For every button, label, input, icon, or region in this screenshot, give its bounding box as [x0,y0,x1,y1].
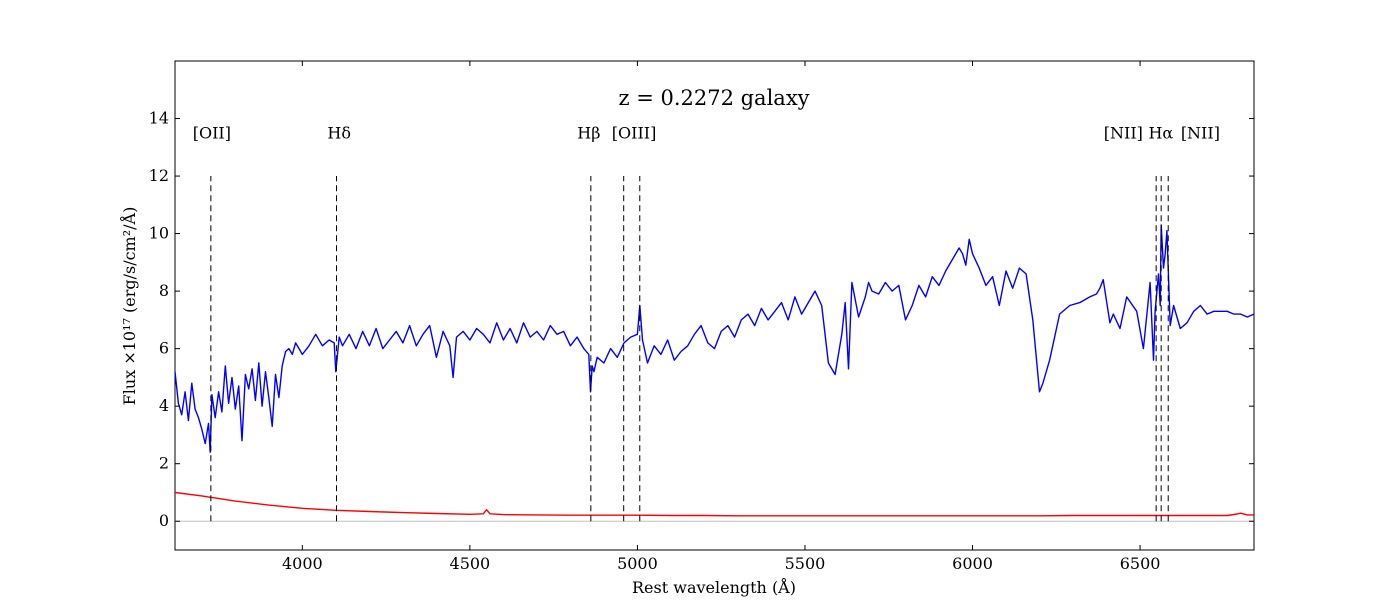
chart-title: z = 0.2272 galaxy [618,86,809,110]
y-tick-label: 2 [159,454,169,473]
y-tick-label: 4 [159,396,169,415]
x-tick-label: 5000 [617,554,658,573]
y-tick-label: 8 [159,281,169,300]
x-tick-label: 6500 [1120,554,1161,573]
emission-line-label: Hδ [327,124,351,143]
series-line-flux [174,224,1255,453]
plot-frame [174,60,1255,551]
emission-line-label: Hα [1148,124,1173,143]
y-tick-label: 14 [149,109,169,128]
y-tick-label: 12 [149,166,169,185]
emission-line-label: [OII] [193,124,231,143]
series-line-error [174,491,1254,517]
x-tick-label: 4500 [450,554,491,573]
emission-line-label: [NII] [1181,124,1220,143]
y-tick-label: 0 [159,511,169,530]
y-tick-label: 10 [149,224,169,243]
emission-line-label: [OIII] [612,124,657,143]
x-tick-label: 4000 [282,554,323,573]
x-axis-label: Rest wavelength (Å) [632,577,796,597]
x-tick-label: 5500 [785,554,826,573]
emission-line-label: Hβ [577,124,600,143]
y-axis-label: Flux ×10¹⁷ (erg/s/cm²/Å) [119,207,139,406]
emission-line-label: [NII] [1104,124,1143,143]
x-tick-label: 6000 [952,554,993,573]
y-tick-label: 6 [159,339,169,358]
